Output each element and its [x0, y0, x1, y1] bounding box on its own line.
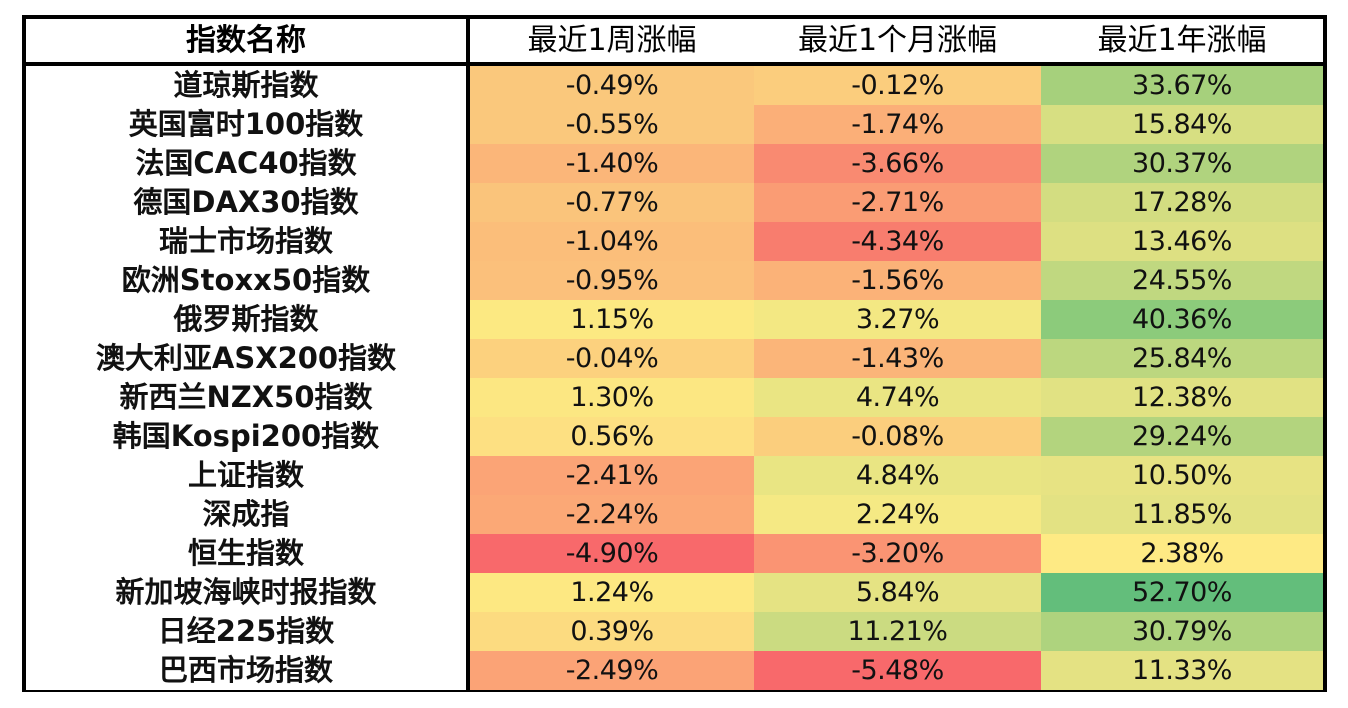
1-year-change-cell: 15.84%	[1041, 105, 1323, 144]
1-month-change-cell: -3.20%	[754, 534, 1041, 573]
table-row: 德国DAX30指数 -0.77% -2.71% 17.28%	[26, 183, 1323, 222]
1-week-change-cell: -4.90%	[468, 534, 754, 573]
1-year-change-cell: 25.84%	[1041, 339, 1323, 378]
index-name-cell: 瑞士市场指数	[26, 222, 470, 261]
1-week-change-cell: 0.56%	[468, 417, 754, 456]
index-name-cell: 德国DAX30指数	[26, 183, 470, 222]
index-name-cell: 俄罗斯指数	[26, 300, 470, 339]
1-month-change-cell: -4.34%	[754, 222, 1041, 261]
1-month-change-cell: 3.27%	[754, 300, 1041, 339]
1-week-change-cell: -0.95%	[468, 261, 754, 300]
1-week-change-cell: 1.24%	[468, 573, 754, 612]
table-row: 英国富时100指数 -0.55% -1.74% 15.84%	[26, 105, 1323, 144]
index-name-cell: 新西兰NZX50指数	[26, 378, 470, 417]
1-month-change-cell: -0.08%	[754, 417, 1041, 456]
1-week-change-cell: -0.55%	[468, 105, 754, 144]
1-month-change-cell: -5.48%	[754, 651, 1041, 690]
1-year-change-cell: 17.28%	[1041, 183, 1323, 222]
table-row: 韩国Kospi200指数 0.56% -0.08% 29.24%	[26, 417, 1323, 456]
table-row: 新西兰NZX50指数 1.30% 4.74% 12.38%	[26, 378, 1323, 417]
1-year-change-cell: 33.67%	[1041, 64, 1323, 105]
table-row: 澳大利亚ASX200指数 -0.04% -1.43% 25.84%	[26, 339, 1323, 378]
index-name-cell: 韩国Kospi200指数	[26, 417, 470, 456]
index-performance-table: 指数名称 最近1周涨幅 最近1个月涨幅 最近1年涨幅 道琼斯指数 -0.49% -0…	[26, 19, 1323, 690]
table-row: 法国CAC40指数 -1.40% -3.66% 30.37%	[26, 144, 1323, 183]
index-name-cell: 澳大利亚ASX200指数	[26, 339, 470, 378]
1-week-change-cell: -2.41%	[468, 456, 754, 495]
table-row: 日经225指数 0.39% 11.21% 30.79%	[26, 612, 1323, 651]
1-month-change-cell: -0.12%	[754, 64, 1041, 105]
1-month-change-cell: 4.74%	[754, 378, 1041, 417]
index-name-cell: 深成指	[26, 495, 470, 534]
1-year-change-cell: 12.38%	[1041, 378, 1323, 417]
1-year-change-cell: 52.70%	[1041, 573, 1323, 612]
1-week-change-cell: 1.15%	[468, 300, 754, 339]
1-week-change-cell: -0.49%	[468, 64, 754, 105]
1-year-change-cell: 11.33%	[1041, 651, 1323, 690]
1-month-change-cell: 11.21%	[754, 612, 1041, 651]
index-name-cell: 巴西市场指数	[26, 651, 470, 690]
header-index-name: 指数名称	[26, 19, 470, 66]
index-name-cell: 新加坡海峡时报指数	[26, 573, 470, 612]
1-year-change-cell: 29.24%	[1041, 417, 1323, 456]
1-month-change-cell: 2.24%	[754, 495, 1041, 534]
table-row: 道琼斯指数 -0.49% -0.12% 33.67%	[26, 64, 1323, 105]
index-name-cell: 上证指数	[26, 456, 470, 495]
index-name-cell: 日经225指数	[26, 612, 470, 651]
1-month-change-cell: -2.71%	[754, 183, 1041, 222]
table-row: 瑞士市场指数 -1.04% -4.34% 13.46%	[26, 222, 1323, 261]
table-row: 欧洲Stoxx50指数 -0.95% -1.56% 24.55%	[26, 261, 1323, 300]
header-1-week-change: 最近1周涨幅	[468, 19, 754, 66]
table-row: 上证指数 -2.41% 4.84% 10.50%	[26, 456, 1323, 495]
index-performance-table-frame: 指数名称 最近1周涨幅 最近1个月涨幅 最近1年涨幅 道琼斯指数 -0.49% -0…	[22, 15, 1327, 692]
1-year-change-cell: 30.79%	[1041, 612, 1323, 651]
index-name-cell: 道琼斯指数	[26, 64, 470, 105]
table-row: 恒生指数 -4.90% -3.20% 2.38%	[26, 534, 1323, 573]
1-week-change-cell: -0.77%	[468, 183, 754, 222]
1-year-change-cell: 40.36%	[1041, 300, 1323, 339]
1-month-change-cell: -1.74%	[754, 105, 1041, 144]
1-week-change-cell: -2.49%	[468, 651, 754, 690]
header-row: 指数名称 最近1周涨幅 最近1个月涨幅 最近1年涨幅	[26, 19, 1323, 66]
1-year-change-cell: 10.50%	[1041, 456, 1323, 495]
1-week-change-cell: 0.39%	[468, 612, 754, 651]
1-week-change-cell: 1.30%	[468, 378, 754, 417]
table-header: 指数名称 最近1周涨幅 最近1个月涨幅 最近1年涨幅	[26, 19, 1323, 66]
1-week-change-cell: -2.24%	[468, 495, 754, 534]
table-row: 新加坡海峡时报指数 1.24% 5.84% 52.70%	[26, 573, 1323, 612]
header-1-year-change: 最近1年涨幅	[1041, 19, 1323, 66]
1-month-change-cell: 5.84%	[754, 573, 1041, 612]
1-week-change-cell: -1.40%	[468, 144, 754, 183]
table-row: 俄罗斯指数 1.15% 3.27% 40.36%	[26, 300, 1323, 339]
1-week-change-cell: -0.04%	[468, 339, 754, 378]
1-year-change-cell: 2.38%	[1041, 534, 1323, 573]
index-name-cell: 英国富时100指数	[26, 105, 470, 144]
table-row: 巴西市场指数 -2.49% -5.48% 11.33%	[26, 651, 1323, 690]
index-name-cell: 恒生指数	[26, 534, 470, 573]
1-year-change-cell: 13.46%	[1041, 222, 1323, 261]
1-month-change-cell: -3.66%	[754, 144, 1041, 183]
1-year-change-cell: 24.55%	[1041, 261, 1323, 300]
1-month-change-cell: 4.84%	[754, 456, 1041, 495]
1-year-change-cell: 11.85%	[1041, 495, 1323, 534]
table-body: 道琼斯指数 -0.49% -0.12% 33.67% 英国富时100指数 -0.55% -1…	[26, 64, 1323, 690]
1-year-change-cell: 30.37%	[1041, 144, 1323, 183]
1-month-change-cell: -1.56%	[754, 261, 1041, 300]
1-month-change-cell: -1.43%	[754, 339, 1041, 378]
table-row: 深成指 -2.24% 2.24% 11.85%	[26, 495, 1323, 534]
header-1-month-change: 最近1个月涨幅	[754, 19, 1041, 66]
index-name-cell: 欧洲Stoxx50指数	[26, 261, 470, 300]
index-name-cell: 法国CAC40指数	[26, 144, 470, 183]
1-week-change-cell: -1.04%	[468, 222, 754, 261]
